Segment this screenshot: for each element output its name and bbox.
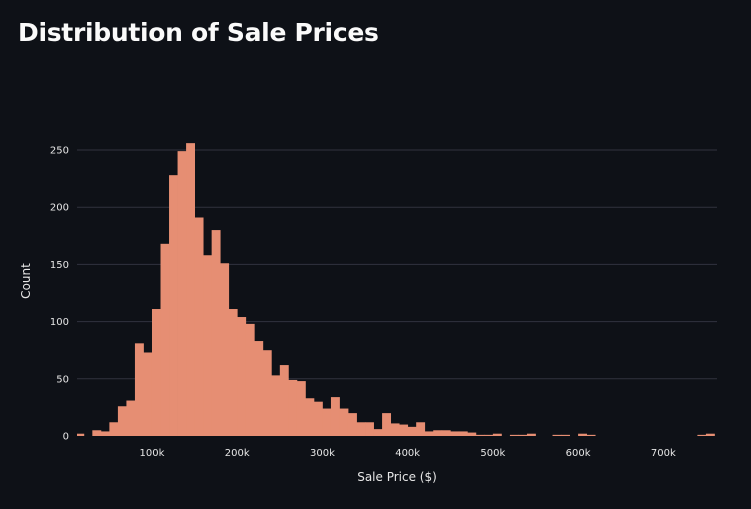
y-tick-label: 50 bbox=[56, 374, 69, 385]
histogram-bar bbox=[382, 413, 392, 436]
x-tick-label: 100k bbox=[140, 448, 165, 459]
histogram-bar bbox=[475, 434, 485, 436]
histogram-bar bbox=[160, 243, 170, 436]
histogram-bar bbox=[203, 255, 213, 436]
x-tick-label: 700k bbox=[651, 448, 676, 459]
histogram-bar bbox=[100, 431, 110, 436]
x-axis-title: Sale Price ($) bbox=[357, 470, 437, 484]
histogram-bar bbox=[407, 426, 417, 436]
histogram-bar bbox=[254, 341, 264, 436]
histogram-bar bbox=[92, 430, 102, 436]
page-title: Distribution of Sale Prices bbox=[18, 18, 379, 47]
histogram-bar bbox=[390, 423, 400, 436]
histogram-bar bbox=[271, 375, 281, 436]
histogram-bar bbox=[578, 433, 588, 436]
y-axis-ticks: 0 50 100 150 200 250 bbox=[50, 146, 69, 443]
x-tick-label: 300k bbox=[310, 448, 335, 459]
histogram-bar bbox=[399, 424, 409, 436]
histogram-bar bbox=[509, 434, 519, 436]
histogram-bar bbox=[441, 430, 451, 436]
histogram-bar bbox=[126, 400, 136, 436]
y-tick-label: 100 bbox=[50, 317, 69, 328]
histogram-bar bbox=[296, 381, 306, 436]
y-tick-label: 200 bbox=[50, 203, 69, 214]
histogram-bar bbox=[561, 434, 570, 436]
x-tick-label: 500k bbox=[480, 448, 505, 459]
histogram-bar bbox=[347, 413, 357, 436]
y-tick-label: 250 bbox=[50, 146, 69, 157]
histogram-bar bbox=[211, 230, 221, 436]
histogram-bar bbox=[151, 309, 161, 436]
histogram-bar bbox=[697, 434, 707, 436]
histogram-bar bbox=[518, 434, 528, 436]
histogram-bar bbox=[552, 434, 562, 436]
histogram-bar bbox=[416, 422, 426, 436]
y-axis-title: Count bbox=[19, 263, 33, 299]
histogram-bar bbox=[313, 401, 323, 436]
histogram-bar bbox=[177, 151, 187, 437]
histogram-bar bbox=[433, 430, 443, 436]
x-axis-ticks: 100k 200k 300k 400k 500k 600k 700k bbox=[140, 448, 676, 459]
histogram-bar bbox=[220, 263, 230, 436]
histogram-bar bbox=[262, 350, 272, 436]
histogram-bar bbox=[237, 317, 247, 436]
histogram-bar bbox=[458, 431, 468, 436]
histogram-bar bbox=[134, 343, 144, 436]
histogram-bar bbox=[526, 433, 536, 436]
histogram-bar bbox=[228, 309, 238, 436]
histogram-bar bbox=[705, 433, 715, 436]
histogram-bar bbox=[279, 365, 289, 436]
x-tick-label: 200k bbox=[225, 448, 250, 459]
histogram-bar bbox=[373, 429, 383, 436]
histogram-bar bbox=[339, 408, 349, 436]
histogram-bar bbox=[245, 323, 255, 436]
histogram-bar bbox=[109, 422, 119, 436]
histogram-bar bbox=[186, 143, 196, 437]
histogram-bar bbox=[424, 431, 434, 436]
histogram-bar bbox=[288, 379, 298, 436]
histogram-bar bbox=[484, 434, 494, 436]
x-tick-label: 600k bbox=[566, 448, 591, 459]
histogram-bar bbox=[305, 398, 315, 436]
histogram-bar bbox=[169, 175, 178, 436]
histogram-bar bbox=[330, 397, 340, 436]
histogram-bar bbox=[467, 432, 477, 436]
histogram-bar bbox=[322, 408, 332, 436]
histogram-bar bbox=[586, 434, 596, 436]
histogram-bar bbox=[492, 433, 502, 436]
y-tick-label: 150 bbox=[50, 260, 69, 271]
histogram-bars bbox=[77, 143, 715, 437]
histogram-bar bbox=[194, 217, 204, 436]
histogram-bar bbox=[365, 422, 374, 436]
x-tick-label: 400k bbox=[395, 448, 420, 459]
histogram-bar bbox=[450, 431, 460, 436]
histogram-bar bbox=[117, 406, 127, 436]
histogram-bar bbox=[356, 422, 366, 436]
histogram-bar bbox=[143, 352, 153, 436]
y-tick-label: 0 bbox=[63, 432, 69, 443]
histogram-bar bbox=[77, 433, 85, 436]
